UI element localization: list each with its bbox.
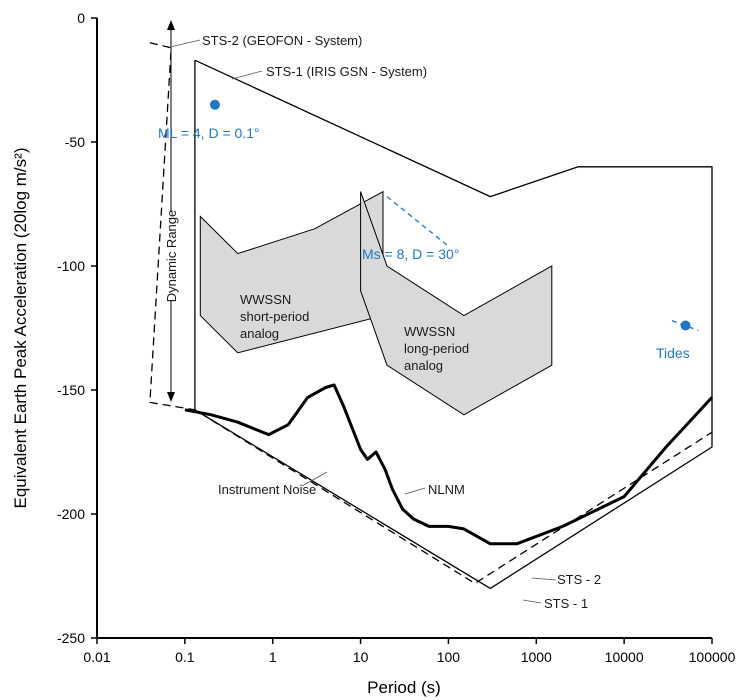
wwssn-long-period-region (360, 191, 553, 416)
long-period-label-2: long-period (404, 341, 469, 356)
y-tick-label: -150 (57, 382, 85, 398)
short-period-label-3: analog (240, 326, 279, 341)
nlnm-label: NLNM (428, 482, 465, 497)
sts2-top-label: STS-2 (GEOFON - System) (202, 33, 362, 48)
x-tick-label: 10 (353, 649, 369, 665)
x-tick-label: 1000 (521, 649, 552, 665)
y-tick-label: -50 (65, 134, 85, 150)
x-tick-label: 100 (437, 649, 461, 665)
nlnm-line (184, 383, 714, 546)
y-ticks: 0 -50 -100 -150 -200 -250 (57, 10, 97, 646)
y-tick-label: -100 (57, 258, 85, 274)
long-period-label-3: analog (404, 358, 443, 373)
y-axis-label: Equivalent Earth Peak Acceleration (20lo… (11, 148, 30, 509)
ms-event-label: Ms = 8, D = 30° (362, 246, 459, 262)
dynamic-range-label: Dynamic Range (164, 210, 179, 303)
x-tick-label: 0.1 (175, 649, 195, 665)
ml-event-label: ML = 4, D = 0.1° (158, 125, 260, 141)
events (209, 99, 699, 332)
event-line (386, 196, 449, 247)
x-axis-label: Period (s) (367, 678, 441, 697)
tides-label: Tides (656, 345, 690, 361)
leader-lines (169, 39, 557, 604)
long-period-label-1: WWSSN (404, 324, 455, 339)
series (149, 42, 714, 590)
y-tick-label: -200 (57, 506, 85, 522)
sts1-top-label: STS-1 (IRIS GSN - System) (266, 64, 427, 79)
sts1-line (194, 59, 713, 590)
event-point (680, 320, 691, 331)
x-tick-label: 100000 (689, 649, 736, 665)
wwssn-short-period-region (199, 190, 384, 354)
x-tick-label: 1 (269, 649, 277, 665)
event-point (209, 99, 220, 110)
short-period-label-1: WWSSN (240, 292, 291, 307)
axes (96, 18, 712, 639)
y-tick-label: 0 (77, 10, 85, 26)
sts2-bottom-label: STS - 2 (557, 572, 601, 587)
y-tick-label: -250 (57, 630, 85, 646)
x-tick-label: 0.01 (83, 649, 110, 665)
short-period-label-2: short-period (240, 309, 309, 324)
sts1-bottom-label: STS - 1 (544, 596, 588, 611)
x-ticks: 0.01 0.1 1 10 100 1000 10000 100000 (83, 638, 736, 665)
event-line (671, 319, 699, 332)
dynamic-range-arrow (163, 20, 179, 402)
regions (199, 190, 553, 416)
instrument-noise-label: Instrument Noise (218, 482, 316, 497)
sts2-line (149, 42, 713, 585)
x-tick-label: 10000 (605, 649, 644, 665)
